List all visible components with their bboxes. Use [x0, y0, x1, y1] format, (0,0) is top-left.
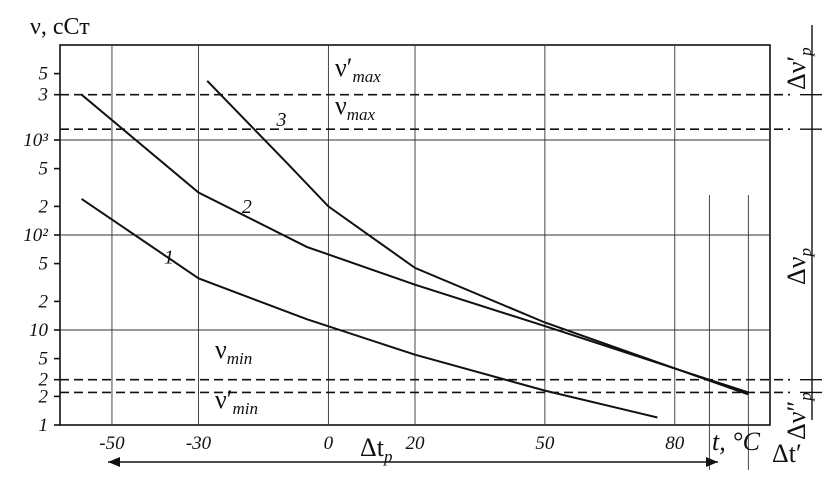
x-tick-label: 0: [324, 433, 334, 454]
y-tick-label: 2: [39, 291, 49, 312]
curve-label-1: 1: [164, 247, 174, 269]
y-tick-label: 10²: [23, 225, 48, 246]
y-tick-label: 10³: [23, 130, 48, 151]
x-tick-label: -30: [186, 433, 212, 454]
arrow-left-icon: [108, 457, 120, 467]
delta-nu-p-prime-label: Δν′p: [782, 47, 815, 90]
curve-label-3: 3: [275, 109, 286, 131]
arrow-right-icon: [706, 457, 718, 467]
x-tick-label: 20: [406, 433, 426, 454]
delta-nu-p-label: Δνp: [782, 248, 815, 285]
nu-min-prime-label: ν′min: [215, 385, 258, 418]
curves: [80, 80, 749, 419]
y-tick-label: 5: [39, 64, 49, 85]
x-tick-label: 80: [665, 433, 685, 454]
y-tick-label: 3: [38, 85, 49, 106]
nu-min-label: νmin: [215, 335, 252, 368]
y-tick-label: 2: [39, 196, 49, 217]
y-tick-label: 1: [39, 415, 49, 436]
x-tick-label: 50: [535, 433, 555, 454]
delta-t-prime-label: Δt′: [772, 439, 802, 468]
x-tick-label: -50: [99, 433, 125, 454]
curve-1: [81, 198, 658, 419]
grid: [54, 44, 771, 470]
y-tick-label: 2: [39, 370, 49, 391]
nu-max-prime-label: ν′max: [335, 53, 381, 86]
y-tick-label: 2: [39, 386, 49, 407]
curve-3: [206, 80, 749, 396]
nu-max-label: νmax: [335, 91, 376, 124]
delta-nu-p-dprime-label: Δν″p: [782, 392, 815, 440]
y-tick-label: 5: [39, 254, 49, 275]
x-axis-label: t, °C: [712, 427, 761, 456]
delta-tp-label: Δtp: [360, 433, 392, 466]
y-tick-label: 5: [39, 159, 49, 180]
curve-2: [80, 93, 749, 394]
y-tick-label: 5: [39, 349, 49, 370]
reference-lines: [60, 93, 790, 394]
y-tick-label: 10: [29, 320, 49, 341]
curve-label-2: 2: [242, 196, 252, 218]
y-axis-label: ν, сСт: [30, 14, 90, 40]
